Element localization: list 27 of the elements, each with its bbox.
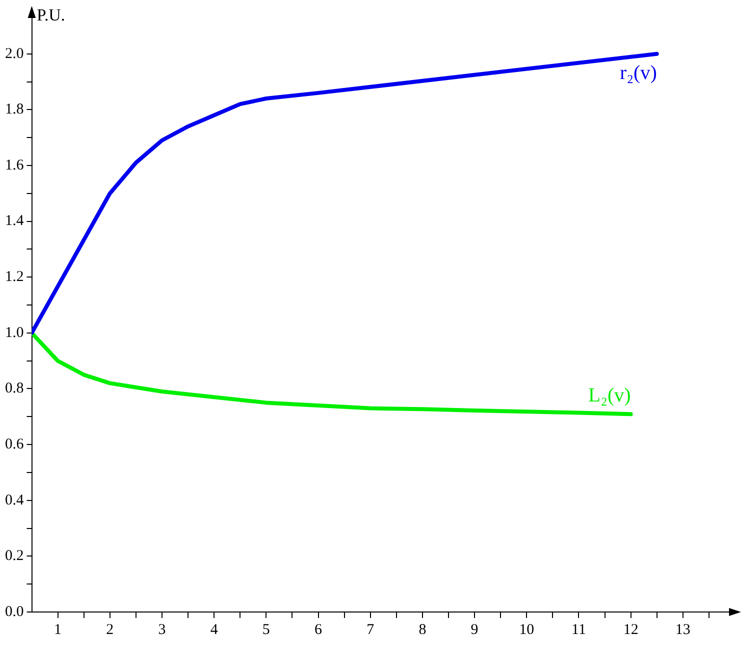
y-tick-label: 0.0	[5, 604, 24, 620]
x-tick-label: 7	[366, 622, 375, 638]
y-tick-label: 1.8	[5, 102, 24, 118]
x-tick-label: 8	[418, 622, 426, 638]
y-tick-label: 1.4	[5, 213, 24, 230]
x-tick-label: 6	[314, 622, 323, 638]
x-tick-label: 4	[210, 622, 218, 638]
x-tick-label: 13	[675, 622, 690, 638]
y-tick-label: 1.6	[5, 157, 24, 174]
x-tick-label: 5	[262, 622, 270, 638]
y-tick-label: 0.2	[5, 548, 24, 564]
y-tick-label: 0.4	[5, 492, 24, 508]
x-tick-label: 1	[54, 622, 62, 638]
x-tick-label: 10	[519, 622, 534, 638]
y-tick-label: 0.6	[5, 436, 24, 452]
y-tick-label: 2.0	[5, 46, 24, 62]
x-tick-label: 9	[470, 622, 478, 638]
y-tick-label: 1.2	[5, 269, 24, 286]
y-axis-title: P.U.	[36, 5, 66, 24]
y-tick-label: 0.8	[5, 380, 24, 397]
x-tick-label: 2	[106, 622, 114, 638]
x-tick-label: 3	[158, 622, 166, 638]
y-tick-label: 1.0	[5, 324, 24, 341]
x-tick-label: 12	[623, 622, 638, 638]
series-label: L₂(v)	[588, 384, 631, 406]
x-tick-label: 11	[571, 622, 586, 638]
series-label: r₂(v)	[620, 62, 657, 84]
